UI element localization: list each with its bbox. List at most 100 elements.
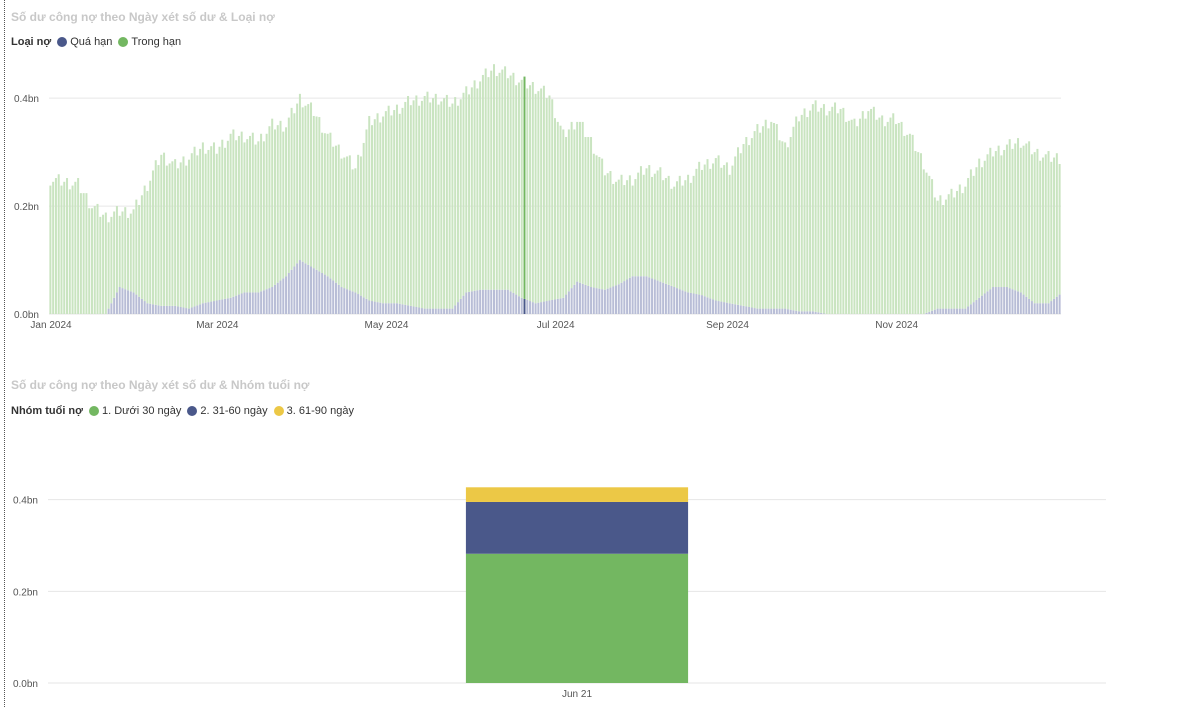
bar-in-term	[576, 121, 579, 282]
bar-overdue	[1019, 292, 1022, 314]
bar-overdue	[942, 308, 945, 314]
bar-overdue	[1011, 289, 1014, 314]
bar-overdue	[792, 310, 795, 314]
bar-in-term	[387, 105, 390, 304]
bar-in-term	[459, 99, 462, 299]
bar-in-term	[310, 102, 313, 267]
bar-overdue	[118, 287, 121, 314]
bar-in-term	[307, 104, 310, 265]
bar-overdue	[1030, 301, 1033, 314]
bar-in-term	[343, 157, 346, 289]
bar-in-term	[903, 135, 906, 314]
bar-in-term	[304, 105, 307, 264]
legend-label: 2. 31-60 ngày	[200, 405, 268, 417]
bar-in-term	[847, 120, 850, 315]
bar-in-term	[651, 176, 654, 279]
bar-overdue	[132, 292, 135, 314]
bar-overdue	[634, 276, 637, 314]
bar-in-term	[1053, 157, 1056, 299]
bar-overdue	[598, 288, 601, 314]
legend-dot-icon	[118, 37, 129, 47]
bar-overdue	[626, 279, 629, 314]
bar-overdue	[773, 308, 776, 314]
bar-overdue	[113, 297, 116, 314]
bar-overdue	[426, 308, 429, 314]
bar-overdue	[321, 272, 324, 314]
bar-in-term	[529, 85, 532, 302]
bar-in-term	[792, 126, 795, 311]
bar-in-term	[332, 146, 335, 281]
bar-in-term	[861, 111, 864, 314]
bar-overdue	[465, 292, 468, 314]
bar-overdue	[365, 298, 368, 314]
bar-in-term	[282, 131, 285, 279]
bar-in-term	[983, 160, 986, 294]
bar-overdue	[573, 284, 576, 314]
legend-item-31-60[interactable]: 2. 31-60 ngày	[187, 405, 268, 417]
legend-label: 3. 61-90 ngày	[286, 405, 354, 417]
bar-overdue	[562, 297, 565, 314]
bar-overdue	[725, 302, 728, 314]
bar-overdue	[620, 282, 623, 314]
bar-overdue	[387, 303, 390, 314]
bar-in-term	[911, 134, 914, 314]
chart-balance-by-age-group[interactable]: Số dư công nợ theo Ngày xét số dư & Nhóm…	[10, 368, 1120, 703]
bar-in-term	[917, 152, 920, 314]
bar-overdue	[542, 301, 545, 314]
bar-overdue	[548, 300, 551, 314]
bar-overdue	[110, 303, 113, 314]
legend-item-overdue[interactable]: Quá hạn	[57, 36, 112, 48]
bar-in-term	[146, 190, 149, 304]
bar-overdue	[334, 282, 337, 314]
bar-overdue	[171, 305, 174, 314]
bar-overdue	[501, 289, 504, 314]
bar-overdue	[127, 290, 130, 314]
bar-in-term	[160, 154, 163, 306]
bar-in-term	[687, 174, 690, 293]
bar-overdue	[820, 312, 823, 314]
bar-in-term	[509, 75, 512, 292]
bar-overdue	[393, 303, 396, 314]
bar-overdue	[310, 266, 313, 314]
chart-balance-by-debt-type[interactable]: Số dư công nợ theo Ngày xét số dư & Loại…	[10, 0, 1080, 345]
bar-overdue	[764, 308, 767, 314]
bar-overdue	[994, 287, 997, 314]
bar-in-term	[886, 121, 889, 315]
bar-in-term	[495, 76, 498, 290]
legend-dot-icon	[88, 406, 99, 416]
bar-in-term	[174, 159, 177, 306]
legend-item-61-90[interactable]: 3. 61-90 ngày	[273, 405, 354, 417]
bar-overdue	[462, 295, 465, 314]
bar-in-term	[659, 167, 662, 282]
bar-overdue	[797, 311, 800, 314]
bar-in-term	[731, 165, 734, 304]
bar-in-term	[102, 214, 105, 314]
chart-plot-area[interactable]: 0.0bn 0.2bn 0.4bn Jan 2024 Mar 2024 May 2024 J…	[10, 0, 1080, 345]
bar-overdue	[720, 301, 723, 314]
bar-in-term	[642, 174, 645, 277]
bar-in-term	[163, 152, 166, 306]
chart-plot-area[interactable]: 0.0bn 0.2bn 0.4bn Jun 21	[10, 368, 1120, 703]
bar-overdue	[806, 311, 809, 314]
bar-in-term	[276, 125, 279, 283]
bar-in-term	[895, 124, 898, 314]
bar-overdue	[931, 310, 934, 314]
bar-overdue	[706, 297, 709, 314]
bar-in-term	[235, 140, 238, 296]
bar-overdue	[368, 300, 371, 314]
bar-in-term	[1028, 141, 1031, 299]
bar-in-term	[393, 110, 396, 304]
chart-legend: Loại nợ Quá hạn Trong hạn	[11, 36, 187, 48]
bar-in-term	[199, 148, 202, 305]
legend-item-in-term[interactable]: Trong hạn	[118, 36, 181, 48]
bar-overdue	[961, 308, 964, 314]
legend-item-under-30[interactable]: 1. Dưới 30 ngày	[88, 405, 181, 417]
bar-in-term	[639, 166, 642, 277]
bar-in-term	[967, 178, 970, 307]
bar-in-term	[961, 193, 964, 309]
bar-overdue	[188, 308, 191, 314]
bar-overdue	[440, 308, 443, 314]
bar-in-term	[465, 86, 468, 293]
bar-overdue	[614, 285, 617, 314]
bar-overdue	[761, 308, 764, 314]
